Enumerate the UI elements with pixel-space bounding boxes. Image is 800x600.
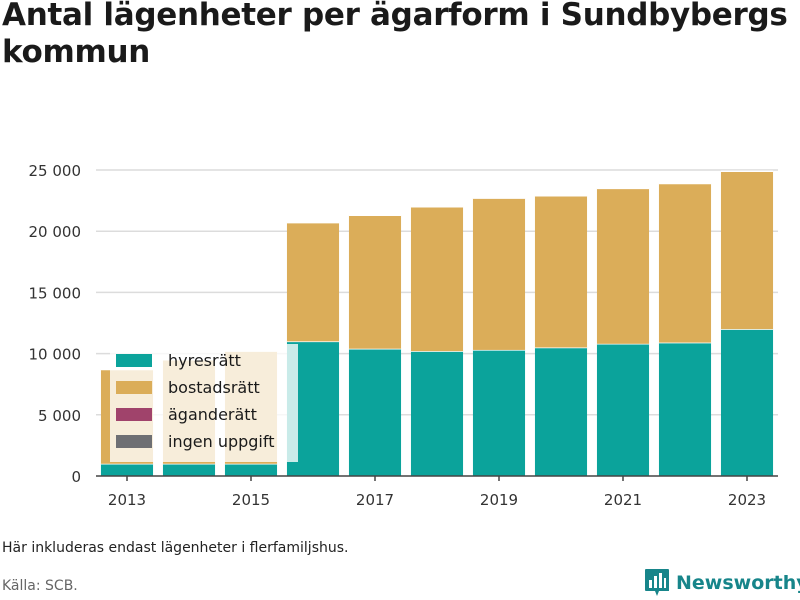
- bar-segment: [472, 349, 526, 476]
- x-tick-label: 2013: [108, 491, 146, 509]
- bar-segment: [596, 343, 650, 476]
- legend-label: äganderätt: [168, 405, 257, 424]
- legend-label: ingen uppgift: [168, 432, 275, 451]
- x-tick-label: 2015: [232, 491, 270, 509]
- chart-title: Antal lägenheter per ägarform i Sundbybe…: [2, 0, 788, 70]
- bar-chart-icon: [645, 569, 669, 596]
- x-tick-label: 2021: [604, 491, 642, 509]
- x-tick-label: 2017: [356, 491, 394, 509]
- bar-segment: [100, 463, 154, 476]
- y-tick-label: 10 000: [29, 346, 82, 364]
- bar-segment: [472, 198, 526, 350]
- legend-swatch: [116, 435, 152, 448]
- legend-swatch: [116, 408, 152, 421]
- y-tick-label: 25 000: [29, 162, 82, 180]
- brand-logo: Newsworthy: [644, 568, 800, 598]
- bar-segment: [162, 463, 216, 476]
- bar-segment: [658, 183, 712, 343]
- legend-label: bostadsrätt: [168, 378, 260, 397]
- bar-segment: [534, 195, 588, 348]
- bar-segment: [720, 329, 774, 476]
- bar-segment: [720, 171, 774, 330]
- brand-name: Newsworthy: [676, 572, 800, 594]
- bar-segment: [410, 206, 464, 352]
- bar-segment: [596, 188, 650, 344]
- bar-segment: [224, 463, 278, 476]
- legend-swatch: [116, 354, 152, 367]
- bar-segment: [348, 215, 402, 349]
- x-tick-label: 2019: [480, 491, 518, 509]
- chart-source: Källa: SCB.: [2, 578, 78, 594]
- y-tick-label: 15 000: [29, 284, 82, 302]
- y-tick-label: 0: [71, 468, 81, 486]
- y-axis: 0 5 000 10 000 15 000 20 000 25 000: [29, 162, 82, 486]
- y-tick-label: 5 000: [38, 407, 81, 425]
- x-tick-label: 2023: [728, 491, 766, 509]
- x-axis: 2013 2015 2017 2019 2021 2023: [96, 475, 778, 509]
- bar-segment: [286, 222, 340, 342]
- y-tick-label: 20 000: [29, 223, 82, 241]
- bar-segment: [658, 342, 712, 476]
- bar-segment: [410, 351, 464, 476]
- chart-note: Här inkluderas endast lägenheter i flerf…: [2, 540, 349, 556]
- bar-segment: [348, 348, 402, 476]
- legend-label: hyresrätt: [168, 351, 241, 370]
- legend: hyresrätt bostadsrätt äganderätt ingen uppg…: [110, 344, 298, 462]
- bar-segment: [534, 347, 588, 476]
- legend-swatch: [116, 381, 152, 394]
